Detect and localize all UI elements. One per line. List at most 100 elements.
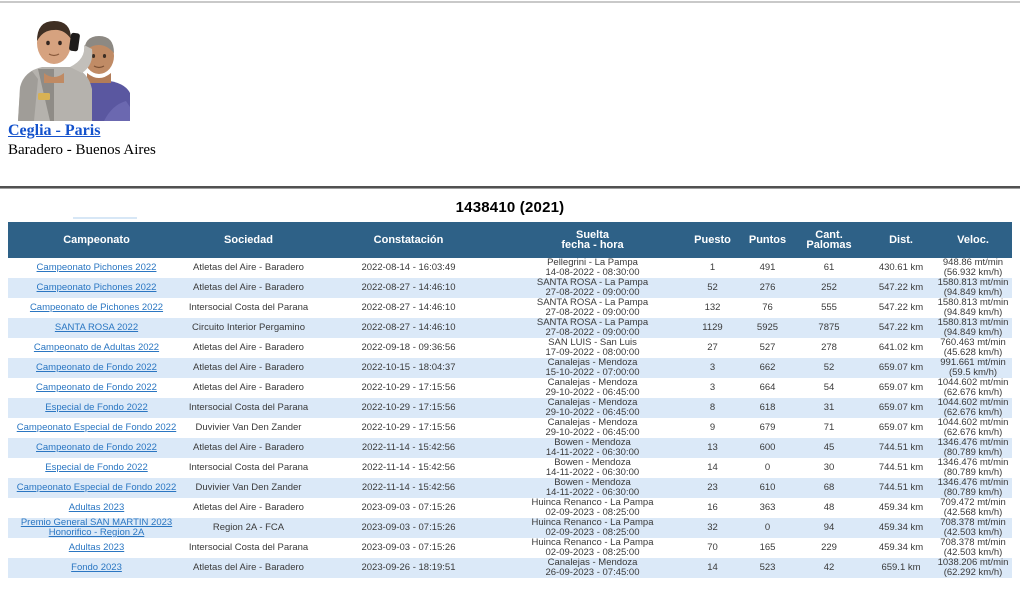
table-row: Campeonato Especial de Fondo 2022 Duvivie… — [8, 418, 1012, 438]
cell-sociedad: Atletas del Aire - Baradero — [193, 442, 304, 453]
cell-campeonato: Campeonato Pichones 2022 — [8, 258, 185, 278]
campeonato-link[interactable]: Campeonato de Fondo 2022 — [36, 382, 157, 393]
suelta-datetime: 29-10-2022 - 06:45:00 — [545, 407, 640, 418]
cell-sociedad: Atletas del Aire - Baradero — [193, 382, 304, 393]
cell-sociedad: Intersocial Costa del Parana — [188, 302, 309, 313]
campeonato-link[interactable]: Especial de Fondo 2022 — [45, 402, 148, 413]
cell-dist: 744.51 km — [878, 482, 924, 493]
cell-palomas: 61 — [823, 262, 835, 273]
campeonato-link[interactable]: Campeonato de Pichones 2022 — [29, 302, 164, 313]
suelta-place: Pellegrini - La Pampa — [547, 258, 638, 268]
profile-link[interactable]: Ceglia - Paris — [8, 122, 101, 139]
cell-campeonato: Adultas 2023 — [8, 498, 185, 518]
cell-sociedad: Intersocial Costa del Parana — [188, 542, 309, 553]
veloc-kmh: (80.789 km/h) — [943, 467, 1003, 478]
campeonato-link[interactable]: Fondo 2023 — [71, 562, 122, 573]
column-header-campeonato: Campeonato — [8, 222, 185, 258]
suelta-datetime: 02-09-2023 - 08:25:00 — [545, 527, 640, 538]
cell-sociedad: Atletas del Aire - Baradero — [193, 562, 304, 573]
cell-suelta: Canalejas - Mendoza 15-10-2022 - 07:00:00 — [505, 358, 680, 378]
campeonato-link[interactable]: Adultas 2023 — [68, 502, 125, 513]
cell-veloc: 948.86 mt/min (56.932 km/h) — [934, 258, 1012, 278]
cell-veloc: 760.463 mt/min (45.628 km/h) — [934, 338, 1012, 358]
veloc-mtmin: 760.463 mt/min — [940, 338, 1006, 348]
suelta-place: Huinca Renanco - La Pampa — [531, 518, 654, 528]
suelta-place: Canalejas - Mendoza — [547, 378, 638, 388]
cell-puntos: 491 — [759, 262, 776, 273]
results-table: Campeonato Sociedad Constatación Suelta fech… — [8, 222, 1012, 578]
veloc-kmh: (42.503 km/h) — [943, 547, 1003, 558]
cell-suelta: SAN LUIS - San Luis 17-09-2022 - 08:00:00 — [505, 338, 680, 358]
column-label: Suelta — [575, 229, 609, 241]
cell-sociedad: Atletas del Aire - Baradero — [193, 342, 304, 353]
campeonato-link[interactable]: Adultas 2023 — [68, 542, 125, 553]
veloc-mtmin: 709.472 mt/min — [940, 498, 1006, 508]
cell-puesto: 1 — [709, 262, 716, 273]
campeonato-link[interactable]: Campeonato Pichones 2022 — [36, 282, 157, 293]
cell-constatacion: 2022-08-14 - 16:03:49 — [361, 262, 456, 273]
table-row: Campeonato de Fondo 2022 Atletas del Aire… — [8, 358, 1012, 378]
cell-veloc: 708.378 mt/min (42.503 km/h) — [934, 518, 1012, 538]
cell-puesto: 32 — [707, 522, 718, 533]
cell-campeonato: Campeonato de Fondo 2022 — [8, 438, 185, 458]
suelta-place: Canalejas - Mendoza — [547, 358, 638, 368]
table-row: Campeonato de Fondo 2022 Atletas del Aire… — [8, 378, 1012, 398]
campeonato-link[interactable]: SANTA ROSA 2022 — [54, 322, 139, 333]
cell-constatacion: 2023-09-03 - 07:15:26 — [361, 542, 456, 553]
veloc-mtmin: 1580.813 mt/min — [937, 318, 1009, 328]
cell-dist: 459.34 km — [878, 502, 924, 513]
cell-palomas: 54 — [823, 382, 835, 393]
suelta-datetime: 27-08-2022 - 09:00:00 — [545, 307, 640, 318]
cell-constatacion: 2022-10-29 - 17:15:56 — [361, 422, 456, 433]
cell-puntos: 165 — [759, 542, 776, 553]
cell-sociedad: Atletas del Aire - Baradero — [193, 502, 304, 513]
campeonato-link[interactable]: Campeonato Pichones 2022 — [36, 262, 157, 273]
suelta-datetime: 02-09-2023 - 08:25:00 — [545, 507, 640, 518]
cell-campeonato: Campeonato de Pichones 2022 — [8, 298, 185, 318]
campeonato-link[interactable]: Especial de Fondo 2022 — [45, 462, 148, 473]
cell-constatacion: 2023-09-26 - 18:19:51 — [361, 562, 456, 573]
cell-puesto: 52 — [707, 282, 718, 293]
suelta-place: Bowen - Mendoza — [554, 438, 631, 448]
cell-campeonato: Campeonato de Fondo 2022 — [8, 358, 185, 378]
cell-palomas: 71 — [823, 422, 835, 433]
veloc-kmh: (56.932 km/h) — [943, 267, 1003, 278]
campeonato-link[interactable]: Campeonato de Fondo 2022 — [36, 442, 157, 453]
campeonato-link[interactable]: Premio General SAN MARTIN 2023 Honorific… — [20, 518, 173, 538]
cell-campeonato: Campeonato Especial de Fondo 2022 — [8, 478, 185, 498]
cell-campeonato: Campeonato Pichones 2022 — [8, 278, 185, 298]
campeonato-link[interactable]: Campeonato Especial de Fondo 2022 — [16, 482, 177, 493]
cell-constatacion: 2022-10-29 - 17:15:56 — [361, 382, 456, 393]
cell-suelta: Canalejas - Mendoza 29-10-2022 - 06:45:00 — [505, 398, 680, 418]
cell-puntos: 363 — [759, 502, 776, 513]
cell-puesto: 23 — [707, 482, 718, 493]
column-label: Constatación — [373, 234, 444, 246]
cell-sociedad: Duvivier Van Den Zander — [195, 422, 302, 433]
veloc-kmh: (94.849 km/h) — [943, 287, 1003, 298]
veloc-kmh: (59.5 km/h) — [948, 367, 998, 378]
cell-puntos: 679 — [759, 422, 776, 433]
cell-puntos: 610 — [759, 482, 776, 493]
cell-puesto: 14 — [707, 462, 718, 473]
cell-constatacion: 2022-08-27 - 14:46:10 — [361, 322, 456, 333]
table-row: Campeonato Pichones 2022 Atletas del Aire… — [8, 258, 1012, 278]
suelta-datetime: 27-08-2022 - 09:00:00 — [545, 327, 640, 338]
campeonato-link[interactable]: Campeonato de Fondo 2022 — [36, 362, 157, 373]
cell-veloc: 991.661 mt/min (59.5 km/h) — [934, 358, 1012, 378]
cell-campeonato: Campeonato de Adultas 2022 — [8, 338, 185, 358]
campeonato-link[interactable]: Campeonato de Adultas 2022 — [33, 342, 160, 353]
cell-campeonato: Adultas 2023 — [8, 538, 185, 558]
column-label: Campeonato — [63, 234, 130, 246]
cell-suelta: Huinca Renanco - La Pampa 02-09-2023 - 08… — [505, 518, 680, 538]
cell-veloc: 708.378 mt/min (42.503 km/h) — [934, 538, 1012, 558]
column-label: Puntos — [748, 234, 787, 246]
table-row: Adultas 2023 Atletas del Aire - Baradero 2… — [8, 498, 1012, 518]
column-label: Cant. — [815, 229, 843, 241]
suelta-place: Huinca Renanco - La Pampa — [531, 538, 654, 548]
table-row: Premio General SAN MARTIN 2023 Honorific… — [8, 518, 1012, 538]
cell-campeonato: Fondo 2023 — [8, 558, 185, 578]
campeonato-link[interactable]: Campeonato Especial de Fondo 2022 — [16, 422, 177, 433]
column-header-palomas: Cant. Palomas — [790, 222, 868, 258]
suelta-datetime: 14-08-2022 - 08:30:00 — [545, 267, 640, 278]
cell-suelta: Huinca Renanco - La Pampa 02-09-2023 - 08… — [505, 538, 680, 558]
